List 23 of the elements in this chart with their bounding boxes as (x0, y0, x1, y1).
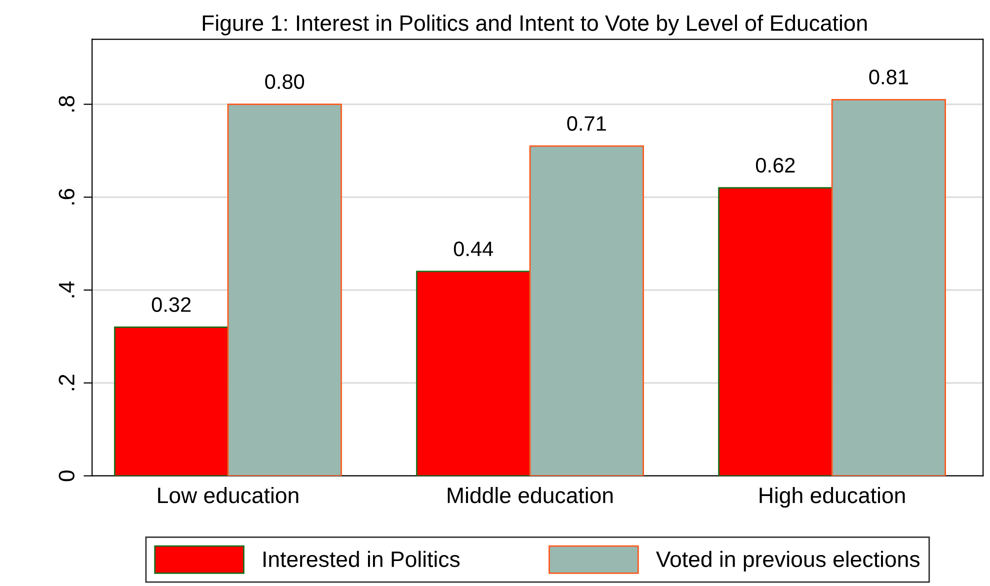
y-tick-label: 0 (58, 470, 74, 482)
x-tick-label: Low education (158, 486, 298, 504)
data-label: 0.32 (152, 297, 191, 312)
bar (718, 187, 833, 476)
y-tick-label: .4 (58, 281, 74, 298)
data-label: 0.44 (454, 242, 494, 256)
data-label: 0.80 (265, 74, 304, 90)
bar (529, 145, 644, 476)
y-tick-label: .2 (58, 374, 74, 390)
bar (831, 98, 946, 476)
chart-title: Figure 1: Interest in Politics and Intent to Vote by Level of Education (202, 14, 867, 36)
data-label: 0.81 (869, 70, 908, 84)
data-label: 0.71 (567, 116, 606, 131)
y-tick-label: .8 (58, 96, 74, 112)
bar (114, 326, 229, 476)
x-tick-label: High education (760, 486, 905, 508)
bar (227, 104, 342, 476)
y-tick-label: .6 (58, 188, 74, 204)
legend-label: Interested in Politics (264, 550, 460, 568)
legend-label: Voted in previous elections (656, 550, 920, 572)
bar (416, 270, 531, 476)
data-label: 0.62 (756, 158, 795, 173)
x-tick-label: Middle education (448, 486, 613, 504)
